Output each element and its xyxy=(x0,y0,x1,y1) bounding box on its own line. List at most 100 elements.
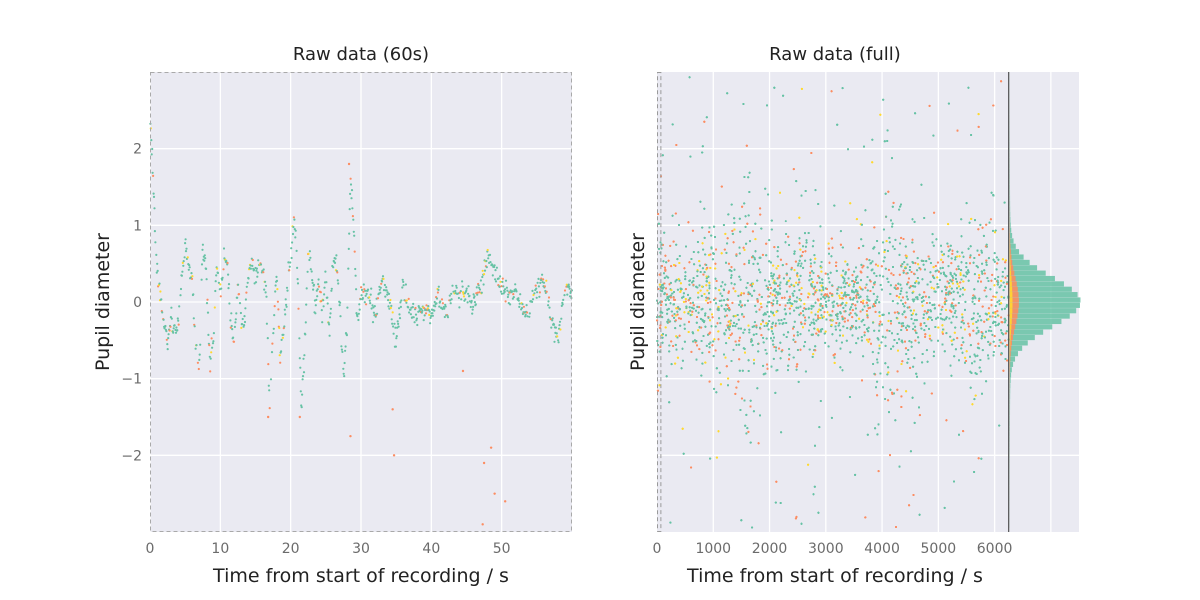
left-data-point xyxy=(333,261,337,264)
left-data-point xyxy=(299,366,302,369)
left-data-point xyxy=(454,289,457,293)
left-data-point xyxy=(420,308,423,311)
left-data-point xyxy=(190,272,193,275)
left-data-point xyxy=(385,286,388,289)
left-data-point xyxy=(301,378,304,381)
left-x-axis-label: Time from start of recording / s xyxy=(212,565,509,587)
left-data-point xyxy=(409,313,412,316)
left-data-point xyxy=(180,274,183,277)
left-data-point xyxy=(506,295,509,299)
left-data-point xyxy=(335,254,338,257)
left-data-point xyxy=(459,290,462,293)
left-data-point xyxy=(452,290,455,293)
left-data-point xyxy=(274,284,277,287)
left-data-point xyxy=(518,302,521,305)
left-data-point xyxy=(443,307,446,310)
left-data-point xyxy=(205,302,209,305)
left-data-point xyxy=(215,274,218,277)
left-data-point xyxy=(415,317,418,320)
left-data-point xyxy=(427,305,430,308)
left-data-point xyxy=(398,307,401,310)
left-data-point xyxy=(251,264,254,267)
left-data-point xyxy=(365,303,368,306)
left-data-point xyxy=(287,261,290,264)
left-data-point xyxy=(476,291,479,294)
left-data-point xyxy=(372,306,375,309)
left-data-point xyxy=(205,267,208,270)
left-data-point xyxy=(363,288,366,291)
left-data-point xyxy=(251,258,254,262)
left-data-point xyxy=(255,267,258,270)
left-data-point xyxy=(344,345,347,348)
left-data-point xyxy=(537,277,540,280)
left-data-point xyxy=(211,346,214,349)
left-data-point xyxy=(188,264,191,267)
left-data-point xyxy=(316,288,319,291)
left-data-point xyxy=(435,302,438,305)
left-data-point xyxy=(430,314,433,318)
left-data-point xyxy=(400,299,403,302)
left-data-point xyxy=(498,285,501,288)
left-data-point xyxy=(268,407,271,410)
left-data-point xyxy=(179,287,183,291)
left-data-point xyxy=(369,302,372,305)
left-data-point xyxy=(379,291,382,294)
left-data-point xyxy=(402,280,405,283)
left-data-point xyxy=(384,295,387,298)
left-data-point xyxy=(266,337,269,340)
left-data-point xyxy=(357,318,360,322)
left-data-point xyxy=(480,291,483,294)
left-data-point xyxy=(379,286,382,289)
left-data-point xyxy=(257,259,260,262)
left-data-point xyxy=(321,321,324,324)
left-data-point xyxy=(545,279,548,282)
left-data-point xyxy=(329,307,332,310)
left-data-point xyxy=(542,281,546,284)
left-xtick-label: 50 xyxy=(493,541,511,557)
left-data-point xyxy=(435,297,439,300)
left-data-point xyxy=(283,308,286,311)
left-data-point xyxy=(245,291,248,294)
left-data-point xyxy=(340,345,343,348)
left-data-point xyxy=(232,336,235,339)
left-data-point xyxy=(317,283,320,286)
left-data-point xyxy=(289,261,292,264)
left-data-point xyxy=(444,303,447,306)
left-data-point xyxy=(334,257,337,260)
left-data-point xyxy=(369,293,372,296)
left-data-point xyxy=(558,320,562,323)
left-data-point xyxy=(170,306,173,309)
left-data-point xyxy=(227,273,230,276)
left-data-point xyxy=(348,232,351,235)
left-data-point xyxy=(347,267,350,270)
left-data-point xyxy=(503,290,506,293)
left-data-point xyxy=(165,338,168,341)
left-data-point xyxy=(535,287,538,290)
left-data-point xyxy=(254,281,258,284)
left-data-point xyxy=(356,315,359,318)
left-ytick-label: 2 xyxy=(133,142,142,158)
left-data-point xyxy=(508,291,511,294)
left-data-point xyxy=(227,287,230,290)
left-data-point xyxy=(556,335,559,338)
left-data-point xyxy=(255,269,258,272)
left-data-point xyxy=(336,271,339,274)
left-data-point xyxy=(185,247,188,250)
left-data-point xyxy=(365,292,368,295)
left-data-point xyxy=(504,300,507,303)
left-xtick-label: 20 xyxy=(282,541,300,557)
left-data-point xyxy=(272,327,275,330)
left-data-point xyxy=(364,289,367,292)
left-data-point xyxy=(421,309,424,312)
left-data-point xyxy=(512,296,515,299)
left-data-point xyxy=(465,289,468,292)
left-data-point xyxy=(429,316,432,319)
left-data-point xyxy=(482,283,485,286)
left-data-point xyxy=(293,218,296,221)
left-data-point xyxy=(355,312,358,315)
left-data-point xyxy=(483,269,487,272)
left-data-point xyxy=(439,300,442,303)
left-data-point xyxy=(486,248,489,252)
left-data-point xyxy=(407,306,410,309)
left-data-point xyxy=(330,287,333,290)
